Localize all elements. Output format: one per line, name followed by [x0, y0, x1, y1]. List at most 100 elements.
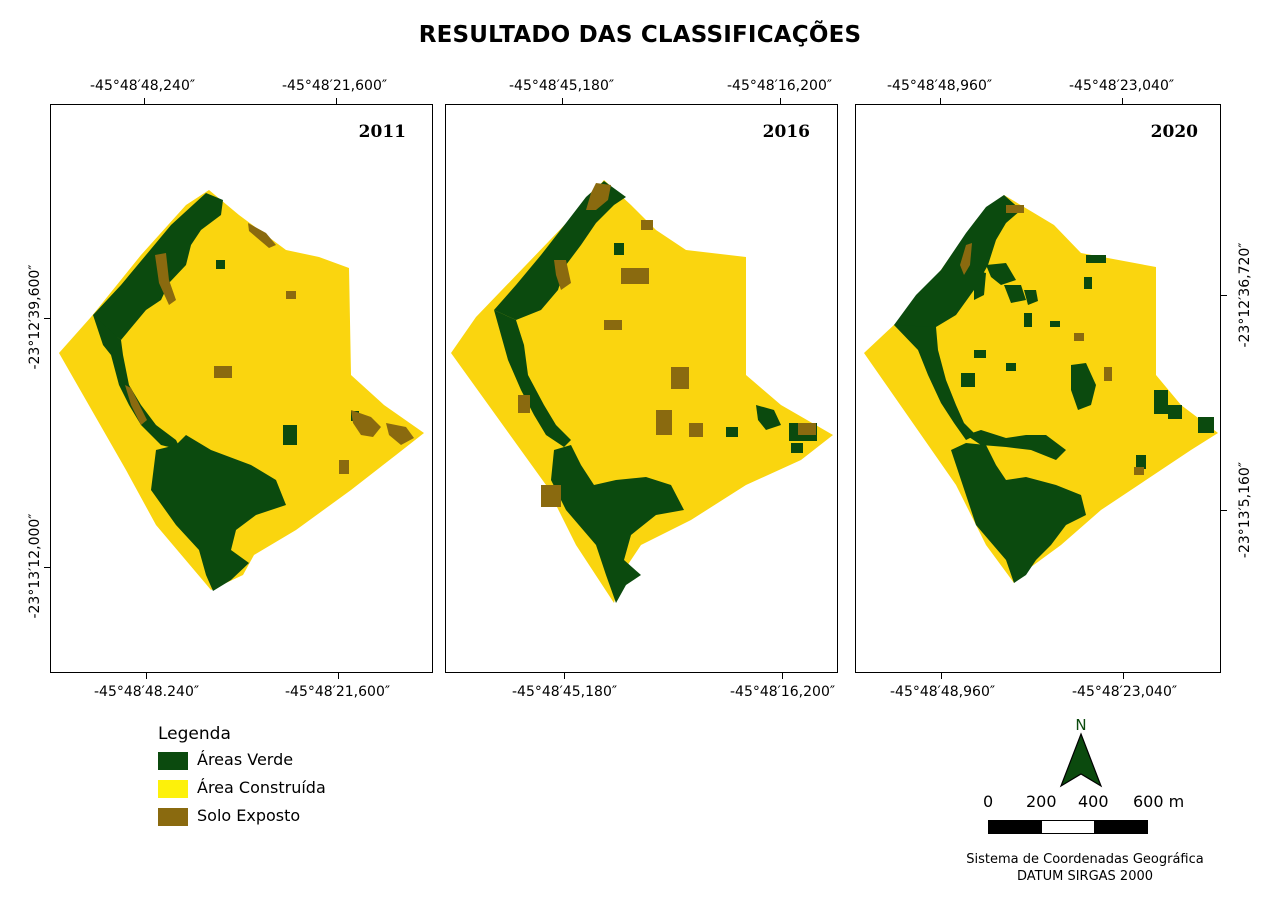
- area-verde-2020-patch: [1006, 363, 1016, 371]
- top-coord-2016-b: -45°48′16,200″: [727, 78, 833, 94]
- bottom-coord-2020-b: -45°48′23,040″: [1072, 684, 1178, 700]
- solo-exposto-2016-patch: [586, 183, 611, 210]
- tick: [144, 98, 145, 104]
- legend-title: Legenda: [158, 724, 231, 744]
- tick: [146, 673, 147, 679]
- map-title: RESULTADO DAS CLASSIFICAÇÕES: [418, 22, 862, 48]
- solo-exposto-2011-patch: [125, 385, 147, 425]
- legend-label: Áreas Verde: [197, 750, 294, 769]
- area-verde-2020-patch: [1024, 290, 1038, 305]
- solo-exposto-2016-patch: [554, 260, 571, 290]
- area-verde-2016-patch: [614, 243, 624, 255]
- map-panel-2020: 2020: [855, 104, 1221, 673]
- classification-map-2020: [864, 195, 1218, 583]
- solo-exposto-2011-patch: [351, 410, 381, 437]
- area-verde-2016-patch: [726, 427, 738, 437]
- tick: [782, 673, 783, 679]
- area-verde-2011-river: [93, 315, 181, 450]
- scale-label-600: 600 m: [1133, 792, 1185, 811]
- solo-exposto-2016-patch: [518, 395, 530, 413]
- area-verde-2016-south: [551, 445, 684, 603]
- scale-label-400: 400: [1078, 792, 1109, 811]
- classification-map-2016: [451, 180, 833, 603]
- top-coord-2011-b: -45°48′21,600″: [282, 78, 388, 94]
- tick: [780, 98, 781, 104]
- area-verde-2020-patch: [1050, 321, 1060, 327]
- solo-exposto-2016-patch: [641, 220, 653, 230]
- bottom-coord-2020-a: -45°48′48,960″: [890, 684, 996, 700]
- tick: [44, 567, 50, 568]
- area-verde-2011-patch: [216, 260, 225, 269]
- bottom-coord-2016-b: -45°48′16,200″: [730, 684, 836, 700]
- area-construida-2011: [59, 190, 424, 590]
- top-coord-2016-a: -45°48′45,180″: [509, 78, 615, 94]
- map-panel-2016: 2016: [445, 104, 838, 673]
- left-coord-2011-b: -23°13′12,000″: [27, 513, 43, 619]
- area-verde-2016-strip: [494, 181, 626, 320]
- area-verde-2011-patch: [283, 425, 297, 445]
- tick: [1123, 673, 1124, 679]
- solo-exposto-2011-patch: [248, 223, 276, 248]
- tick: [1221, 295, 1227, 296]
- solo-exposto-2016-patch: [541, 485, 561, 507]
- solo-exposto-2016-patch: [604, 320, 622, 330]
- solo-exposto-2011-patch: [155, 253, 176, 305]
- solo-exposto-2016-patch: [656, 410, 672, 435]
- area-verde-2020-patch: [1004, 285, 1026, 303]
- tick: [562, 98, 563, 104]
- tick: [564, 673, 565, 679]
- area-verde-2020-patch: [1084, 277, 1092, 289]
- area-verde-2020-patch: [1086, 255, 1106, 263]
- solo-exposto-2020-patch: [1074, 333, 1084, 341]
- left-coord-2011-a: -23°12′39,600″: [27, 264, 43, 370]
- area-verde-2020-patch: [1168, 405, 1182, 419]
- tick: [1122, 98, 1123, 104]
- area-verde-2016-river: [494, 310, 571, 447]
- solo-exposto-2011-patch: [214, 366, 232, 378]
- top-coord-2020-b: -45°48′23,040″: [1069, 78, 1175, 94]
- area-verde-2020-mid: [966, 430, 1066, 460]
- area-verde-2016-patch: [791, 443, 803, 453]
- panel-year-2016: 2016: [762, 122, 810, 142]
- tick: [44, 318, 50, 319]
- scale-segment: [1094, 820, 1148, 834]
- area-verde-2020-patch: [1024, 313, 1032, 327]
- solo-exposto-2020-patch: [1006, 205, 1024, 213]
- tick: [1221, 510, 1227, 511]
- area-verde-2016-patch: [756, 405, 781, 430]
- tick: [338, 673, 339, 679]
- area-verde-2011-south: [151, 435, 286, 591]
- legend-swatch: [158, 752, 188, 770]
- area-verde-2020-patch: [986, 263, 1016, 285]
- solo-exposto-2011-patch: [286, 291, 296, 299]
- crs-line-2: DATUM SIRGAS 2000: [1016, 869, 1154, 884]
- map-panel-2011: 2011: [50, 104, 433, 673]
- scale-label-200: 200: [1026, 792, 1057, 811]
- solo-exposto-2016-patch: [798, 423, 816, 435]
- area-verde-2020-patch: [974, 350, 986, 358]
- scale-segment: [988, 820, 1042, 834]
- right-coord-2020-b: -23°13′5,160″: [1237, 461, 1253, 559]
- solo-exposto-2016-patch: [621, 268, 649, 284]
- area-verde-2020-south: [951, 443, 1086, 583]
- bottom-coord-2016-a: -45°48′45,180″: [512, 684, 618, 700]
- top-coord-2011-a: -45°48′48,240″: [90, 78, 196, 94]
- north-label: N: [1075, 716, 1086, 734]
- tick: [940, 98, 941, 104]
- right-coord-2020-a: -23°12′36,720″: [1237, 242, 1253, 348]
- solo-exposto-2011-patch: [386, 423, 414, 445]
- legend-swatch: [158, 780, 188, 798]
- legend-label: Solo Exposto: [197, 806, 301, 825]
- solo-exposto-2020-patch: [1134, 467, 1144, 475]
- crs-line-1: Sistema de Coordenadas Geográfica: [966, 852, 1204, 867]
- area-verde-2020-strip: [894, 195, 1021, 330]
- panel-year-2011: 2011: [358, 122, 406, 142]
- solo-exposto-2020-patch: [1104, 367, 1112, 381]
- area-construida-2016: [451, 180, 833, 603]
- area-verde-2020-patch: [1198, 417, 1214, 433]
- classification-map-2011: [59, 190, 424, 591]
- scale-segment: [1041, 820, 1095, 834]
- solo-exposto-2016-patch: [689, 423, 703, 437]
- tick: [336, 98, 337, 104]
- area-verde-2020-patch: [1071, 363, 1096, 410]
